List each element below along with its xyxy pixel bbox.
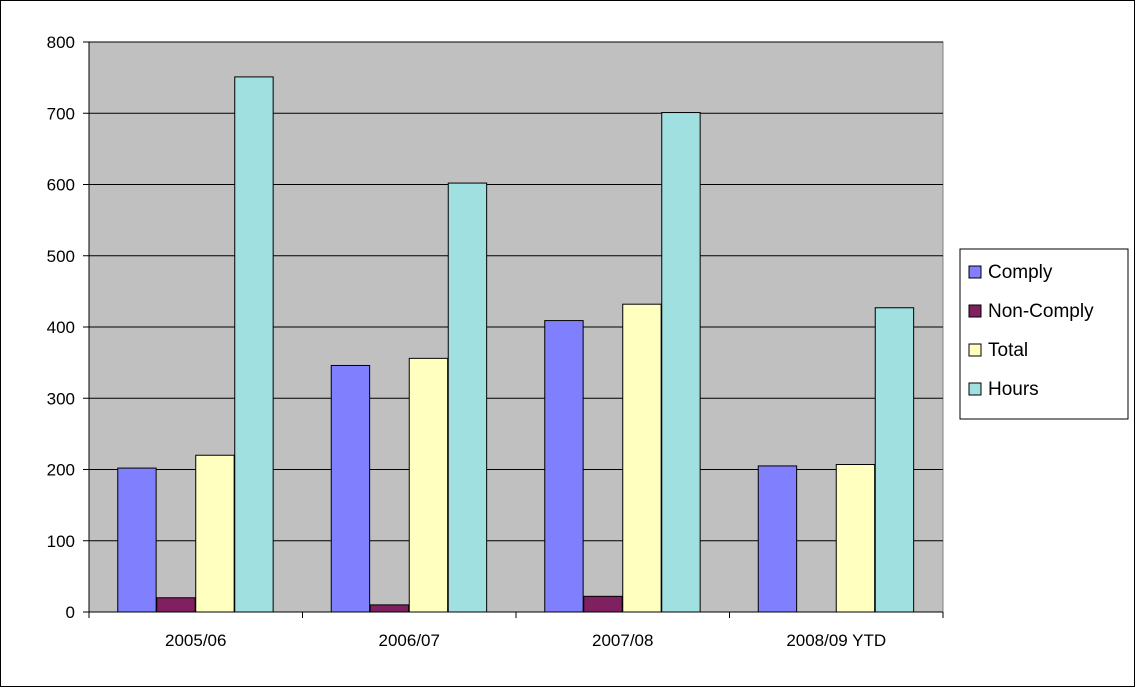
- bar-total: [835, 464, 876, 613]
- x-category-label: 2005/06: [165, 631, 226, 650]
- bar-comply: [330, 364, 371, 613]
- bar-total: [408, 357, 449, 613]
- legend: Comply Non-Comply Total Hours: [959, 248, 1129, 420]
- x-category-label: 2008/09 YTD: [786, 631, 886, 650]
- bar-hours: [661, 112, 701, 613]
- bar-hours: [234, 76, 274, 613]
- bar-total: [195, 454, 235, 613]
- legend-box: [959, 248, 1129, 420]
- bar-hours: [447, 182, 488, 613]
- bar-comply: [544, 320, 584, 613]
- legend-label: Hours: [988, 379, 1039, 400]
- legend-label: Total: [988, 340, 1028, 361]
- bar-comply: [117, 467, 157, 613]
- y-tick-label: 400: [47, 318, 75, 337]
- plot-area: 0 100 200 300 400 500 600 700 800 2005/06 2006/07 2…: [47, 33, 944, 650]
- bar-comply: [757, 465, 798, 613]
- y-tick-label: 100: [47, 532, 75, 551]
- legend-swatch: [968, 265, 982, 279]
- legend-swatch: [968, 304, 982, 318]
- legend-label: Non-Comply: [988, 301, 1094, 322]
- y-tick-label: 0: [66, 603, 75, 622]
- y-tick-label: 800: [47, 33, 75, 52]
- bar-non-comply: [156, 597, 196, 613]
- y-tick-label: 700: [47, 104, 75, 123]
- legend-label: Comply: [988, 262, 1053, 283]
- y-tick-label: 200: [47, 461, 75, 480]
- bar-hours: [874, 307, 915, 613]
- x-category-label: 2006/07: [379, 631, 440, 650]
- x-category-label: 2007/08: [592, 631, 653, 650]
- legend-swatch: [968, 343, 982, 357]
- y-tick-label: 500: [47, 247, 75, 266]
- y-tick-label: 300: [47, 389, 75, 408]
- bar-total: [622, 303, 662, 613]
- bar-non-comply: [583, 595, 623, 613]
- legend-swatch: [968, 382, 982, 396]
- y-tick-label: 600: [47, 176, 75, 195]
- bar-non-comply: [369, 604, 410, 613]
